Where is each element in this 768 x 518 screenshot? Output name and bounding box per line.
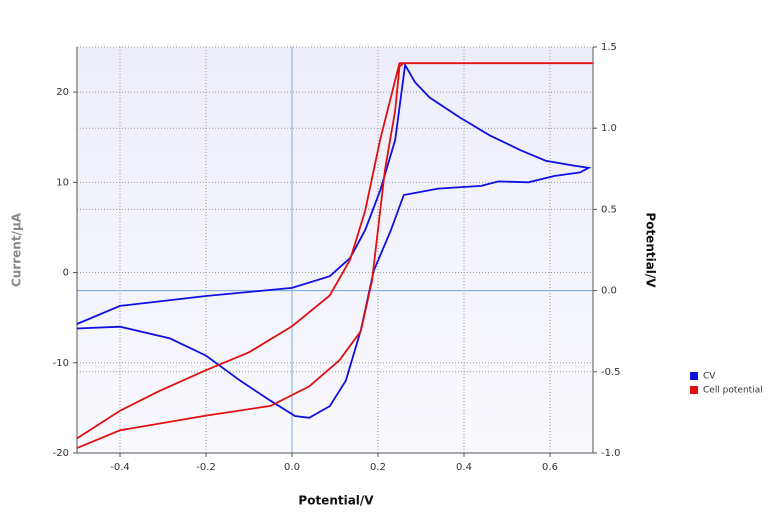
y-tick-label: 20 — [56, 87, 69, 98]
y-tick-label: 10 — [56, 177, 69, 188]
x-tick-label: 0.6 — [542, 462, 558, 473]
x-axis-title: Potential/V — [298, 494, 374, 508]
legend-swatch — [690, 386, 698, 394]
x-tick-label: -0.4 — [110, 462, 130, 473]
x-tick-label: 0.4 — [456, 462, 472, 473]
x-tick-label: 0.2 — [370, 462, 386, 473]
y2-tick-label: 0.0 — [601, 286, 617, 297]
legend-label: CV — [703, 372, 716, 382]
plot-area — [77, 47, 593, 453]
y2-tick-label: 1.0 — [601, 123, 617, 134]
y2-tick-label: -1.0 — [601, 448, 621, 459]
y2-tick-label: 0.5 — [601, 204, 617, 215]
x-tick-label: -0.2 — [196, 462, 216, 473]
legend-label: Cell potential — [703, 386, 763, 396]
x-tick-label: 0.0 — [284, 462, 300, 473]
y-tick-label: 0 — [63, 268, 69, 279]
y2-tick-label: 1.5 — [601, 42, 617, 53]
y-tick-label: -20 — [53, 448, 69, 459]
y2-axis-title: Potential/V — [644, 212, 658, 288]
series-line — [76, 62, 593, 449]
y2-tick-label: -0.5 — [601, 367, 621, 378]
legend-swatch — [690, 372, 698, 380]
y-axis-title: Current/µA — [10, 212, 24, 287]
series-line — [76, 62, 592, 419]
y-tick-label: -10 — [53, 358, 69, 369]
